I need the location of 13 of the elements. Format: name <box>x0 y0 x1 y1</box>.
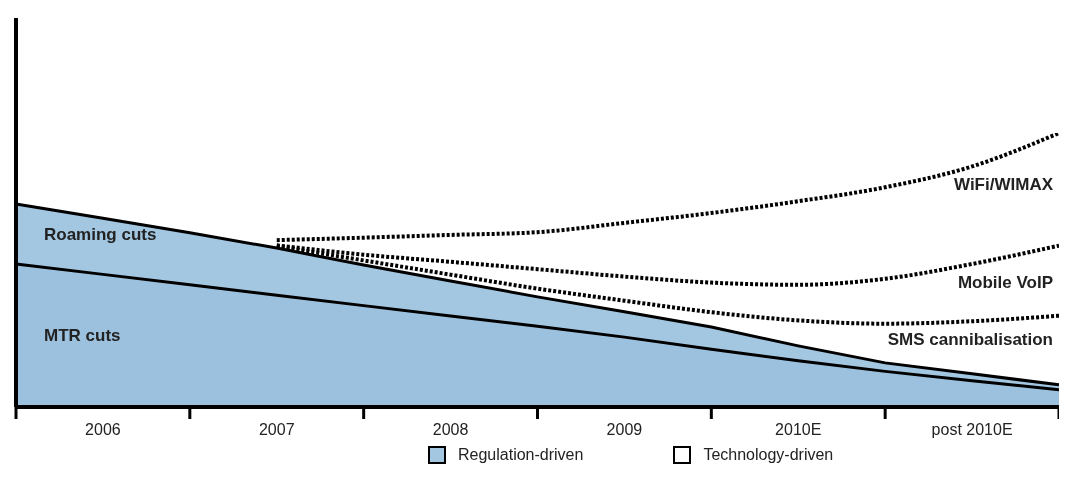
x-tick-label: 2009 <box>606 421 643 438</box>
x-tick-label: post 2010E <box>931 421 1013 438</box>
x-tick-label: 2008 <box>432 421 469 438</box>
x-tick-label: 2010E <box>775 421 822 438</box>
series-label: MTR cuts <box>44 326 121 346</box>
text: Technology-driven <box>703 446 834 464</box>
x-tick-label: 2006 <box>85 421 121 438</box>
x-tick-label: 2007 <box>258 421 295 438</box>
text: Regulation-driven <box>458 446 584 464</box>
series-label: Roaming cuts <box>44 224 157 244</box>
series-label: WiFi/WIMAX <box>954 175 1054 195</box>
series-label: SMS cannibalisation <box>887 330 1053 350</box>
series-label: Mobile VoIP <box>957 272 1053 292</box>
